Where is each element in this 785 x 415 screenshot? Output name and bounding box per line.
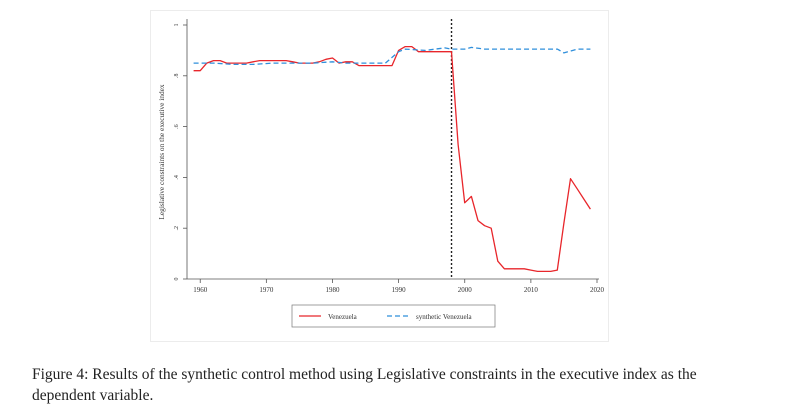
y-tick-label: .2 xyxy=(174,226,180,231)
y-tick-label: 0 xyxy=(174,278,180,281)
y-tick-label: .6 xyxy=(174,124,180,129)
y-tick-label: .8 xyxy=(174,74,180,79)
x-tick-label: 2010 xyxy=(524,286,539,294)
legend-label: synthetic Venezuela xyxy=(416,313,473,321)
x-tick-label: 1970 xyxy=(259,286,274,294)
x-tick-label: 1990 xyxy=(392,286,407,294)
x-tick-label: 1980 xyxy=(325,286,340,294)
x-tick-label: 2000 xyxy=(458,286,473,294)
legend-label: Venezuela xyxy=(328,313,358,321)
chart-panel: 0 .2 .4 .6 .8 1 1960 1970 1980 1990 2000 2010 2020 Le… xyxy=(150,10,609,342)
series-line-venezuela xyxy=(193,45,591,273)
y-axis-label: Legislative constraints on the executive… xyxy=(157,84,166,220)
line-chart: 0 .2 .4 .6 .8 1 1960 1970 1980 1990 2000 2010 2020 Le… xyxy=(157,19,605,328)
y-tick-label: .4 xyxy=(174,175,180,180)
legend xyxy=(291,304,496,328)
series-line-synthetic-venezuela xyxy=(193,46,591,66)
y-tick-label: 1 xyxy=(174,24,180,27)
x-tick-label: 2020 xyxy=(590,286,605,294)
x-tick-label: 1960 xyxy=(193,286,208,294)
figure-caption: Figure 4: Results of the synthetic contr… xyxy=(32,366,697,404)
